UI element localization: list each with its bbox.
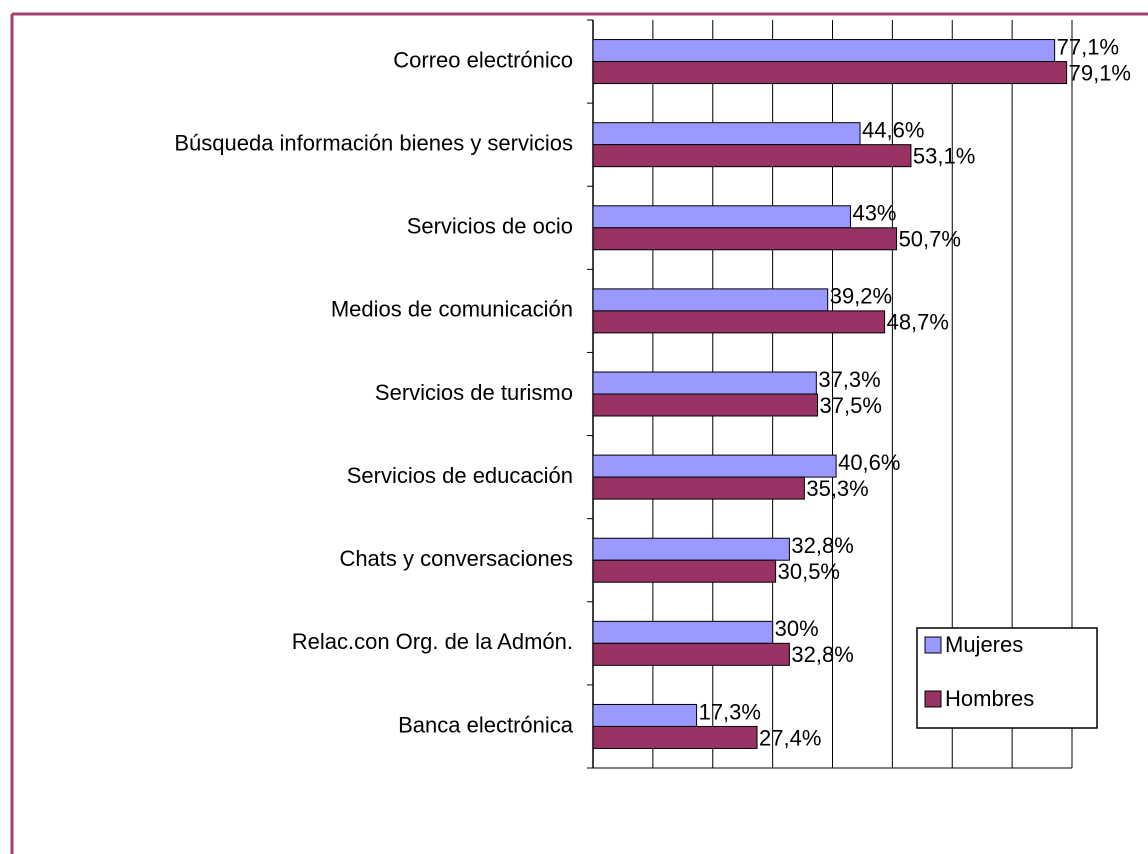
bar xyxy=(592,537,790,561)
y-tick-label: Servicios de turismo xyxy=(375,380,573,405)
value-label: 53,1% xyxy=(913,143,975,168)
value-label: 48,7% xyxy=(887,310,949,335)
y-tick-label: Búsqueda información bienes y servicios xyxy=(174,130,573,155)
value-label: 30% xyxy=(775,616,819,641)
value-label: 39,2% xyxy=(830,284,892,309)
value-label: 79,1% xyxy=(1069,60,1131,85)
legend-label: Mujeres xyxy=(945,632,1023,657)
value-label: 40,6% xyxy=(838,450,900,475)
bar xyxy=(592,310,886,334)
bar xyxy=(592,703,698,727)
y-tick-label: Medios de comunicación xyxy=(331,297,573,322)
legend-swatch xyxy=(924,636,942,654)
value-label: 30,5% xyxy=(778,559,840,584)
bar xyxy=(592,454,837,478)
value-label: 35,3% xyxy=(806,476,868,501)
value-label: 27,4% xyxy=(759,725,821,750)
y-tick-label: Servicios de educación xyxy=(347,463,573,488)
value-label: 50,7% xyxy=(899,227,961,252)
bar xyxy=(592,393,819,417)
bar xyxy=(592,61,1068,85)
y-tick-label: Banca electrónica xyxy=(398,712,574,737)
value-label: 37,3% xyxy=(818,367,880,392)
bar xyxy=(592,227,898,251)
bar xyxy=(592,725,758,749)
bar xyxy=(592,205,851,229)
value-label: 43% xyxy=(852,201,896,226)
value-label: 17,3% xyxy=(699,699,761,724)
legend-label: Hombres xyxy=(945,686,1034,711)
value-label: 32,8% xyxy=(791,642,853,667)
plot: Correo electrónico 77,1%79,1% Búsqueda inf… xyxy=(174,19,1131,769)
value-label: 32,8% xyxy=(791,533,853,558)
y-tick-label: Relac.con Org. de la Admón. xyxy=(292,629,573,654)
bar xyxy=(592,559,777,583)
bar xyxy=(592,476,805,500)
bar xyxy=(592,371,817,395)
bar xyxy=(592,144,912,168)
legend-box xyxy=(916,627,1098,729)
bar xyxy=(592,642,790,666)
legend: Mujeres Hombres xyxy=(916,627,1098,729)
value-label: 77,1% xyxy=(1057,34,1119,59)
bar xyxy=(592,288,829,312)
y-tick-label: Chats y conversaciones xyxy=(339,546,573,571)
y-tick-label: Servicios de ocio xyxy=(407,214,573,239)
bar xyxy=(592,122,861,146)
y-tick-label: Correo electrónico xyxy=(393,47,573,72)
value-label: 37,5% xyxy=(820,393,882,418)
bar xyxy=(592,39,1056,63)
value-label: 44,6% xyxy=(862,117,924,142)
legend-swatch xyxy=(924,690,942,708)
bar xyxy=(592,620,774,644)
